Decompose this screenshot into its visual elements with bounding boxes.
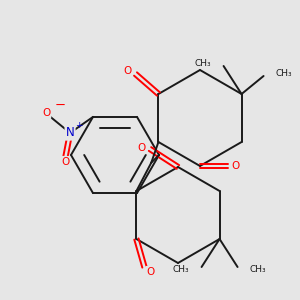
Text: +: +: [75, 121, 82, 130]
Text: O: O: [61, 157, 69, 167]
Text: O: O: [42, 108, 50, 118]
Text: CH₃: CH₃: [250, 266, 266, 274]
Text: O: O: [146, 267, 154, 277]
Text: N: N: [66, 127, 74, 140]
Text: O: O: [138, 143, 146, 153]
Text: −: −: [55, 99, 66, 112]
Text: O: O: [123, 66, 132, 76]
Text: CH₃: CH₃: [173, 266, 190, 274]
Text: O: O: [232, 161, 240, 171]
Text: CH₃: CH₃: [195, 59, 211, 68]
Text: CH₃: CH₃: [276, 70, 292, 79]
